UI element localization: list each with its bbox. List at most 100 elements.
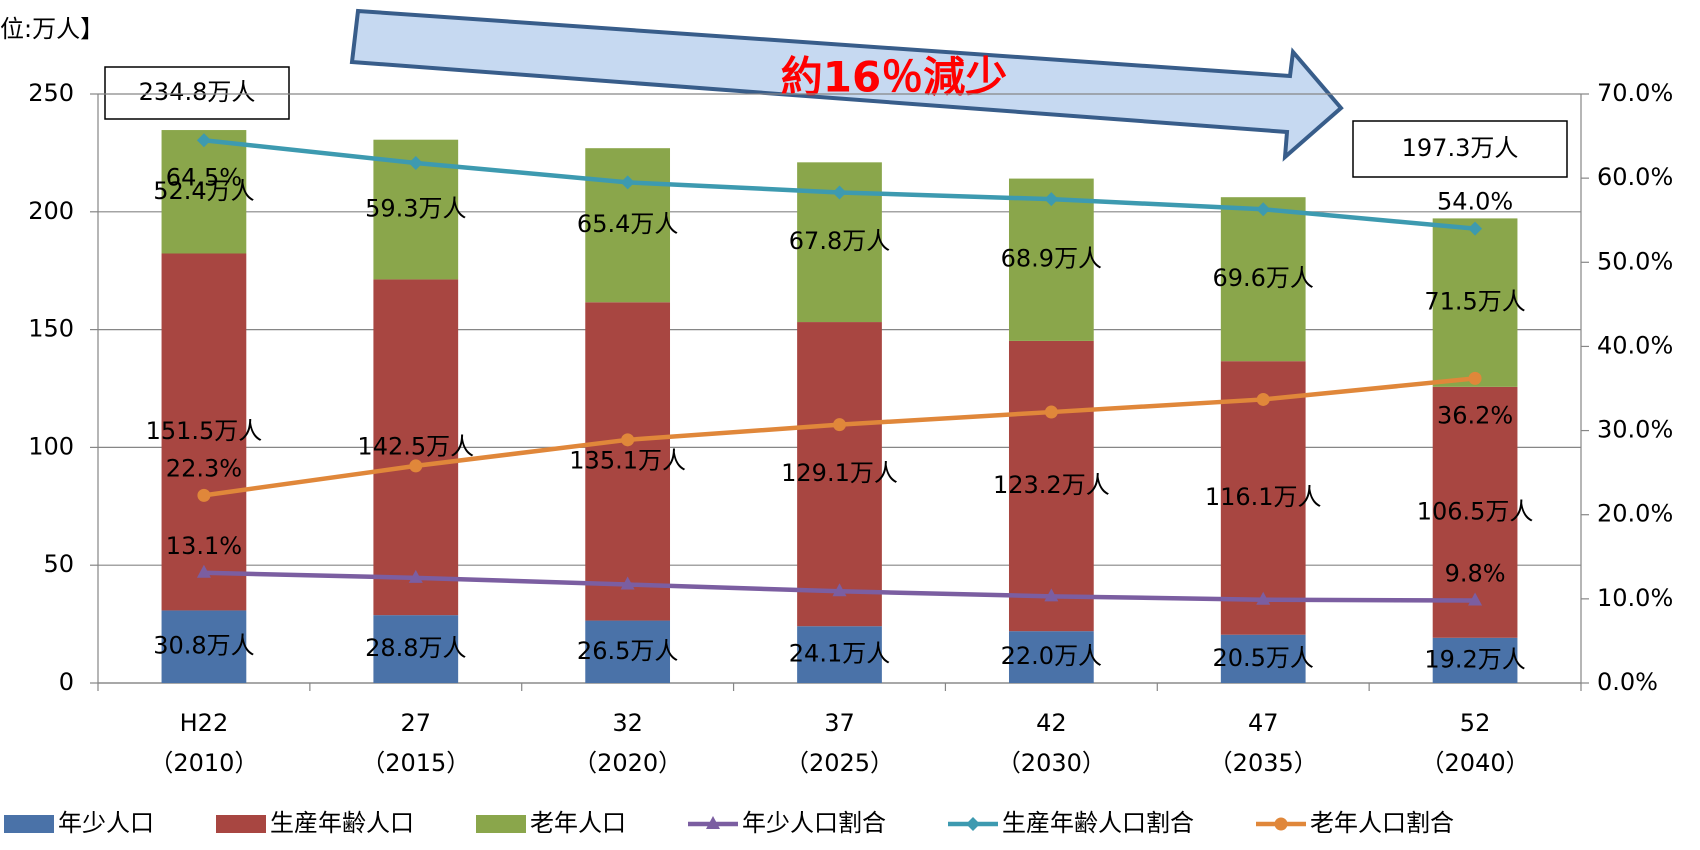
line-marker bbox=[620, 175, 635, 190]
bar-value-label: 19.2万人 bbox=[1424, 645, 1525, 673]
y-tick-label: 250 bbox=[28, 79, 74, 107]
line-marker bbox=[620, 576, 635, 590]
line-marker bbox=[1468, 371, 1482, 385]
line-marker bbox=[706, 816, 720, 829]
line-marker bbox=[833, 418, 846, 432]
bar-segment bbox=[585, 148, 671, 303]
line-marker bbox=[1468, 592, 1483, 606]
line-marker bbox=[1256, 591, 1271, 605]
line-marker bbox=[197, 488, 211, 502]
line-value-label: 22.3% bbox=[166, 454, 242, 482]
bar-segment bbox=[1432, 637, 1518, 683]
bar-value-label: 52.4万人 bbox=[153, 177, 254, 205]
unit-label: 位:万人】 bbox=[0, 15, 104, 43]
y2-tick-label: 30.0% bbox=[1597, 416, 1673, 444]
y-tick-label: 150 bbox=[28, 315, 74, 343]
x-tick-year: （2020） bbox=[573, 749, 682, 777]
bar-value-label: 67.8万人 bbox=[789, 227, 890, 255]
y2-tick-label: 0.0% bbox=[1597, 668, 1658, 696]
y2-tick-label: 10.0% bbox=[1597, 584, 1673, 612]
bar-segment bbox=[1432, 218, 1518, 387]
x-tick-label: 52 bbox=[1460, 709, 1491, 737]
line-marker bbox=[1256, 392, 1270, 406]
legend-swatch bbox=[476, 815, 526, 833]
line-marker bbox=[832, 583, 847, 597]
legend-swatch bbox=[216, 815, 266, 833]
bar-value-label: 123.2万人 bbox=[993, 471, 1110, 499]
x-tick-label: 32 bbox=[612, 709, 643, 737]
bar-value-label: 28.8万人 bbox=[365, 634, 466, 662]
x-tick-label: 47 bbox=[1248, 709, 1279, 737]
y2-tick-label: 60.0% bbox=[1597, 163, 1673, 191]
bar-segment bbox=[161, 253, 247, 611]
y-tick-label: 50 bbox=[43, 550, 74, 578]
bar-value-label: 71.5万人 bbox=[1424, 288, 1525, 316]
bar-segment bbox=[373, 615, 459, 683]
x-tick-label: 37 bbox=[824, 709, 855, 737]
bar-value-label: 26.5万人 bbox=[577, 637, 678, 665]
bar-value-label: 68.9万人 bbox=[1001, 245, 1102, 273]
legend-label: 年少人口割合 bbox=[742, 809, 886, 837]
bar-value-label: 135.1万人 bbox=[569, 446, 686, 474]
y2-tick-label: 20.0% bbox=[1597, 500, 1673, 528]
y2-tick-label: 70.0% bbox=[1597, 79, 1673, 107]
total-label: 197.3万人 bbox=[1402, 134, 1519, 162]
line-value-label: 54.0% bbox=[1437, 188, 1513, 216]
bar-segment bbox=[1220, 361, 1306, 635]
line-value-label: 13.1% bbox=[166, 532, 242, 560]
bar-segment bbox=[161, 130, 247, 254]
bar-value-label: 129.1万人 bbox=[781, 459, 898, 487]
line-marker bbox=[1468, 221, 1483, 236]
bar-segment bbox=[1008, 340, 1094, 632]
line-marker bbox=[408, 155, 423, 170]
bar-segment bbox=[1220, 634, 1306, 683]
x-tick-label: H22 bbox=[180, 709, 229, 737]
line-marker bbox=[1044, 405, 1058, 419]
line-marker bbox=[1274, 817, 1288, 831]
bar-value-label: 65.4万人 bbox=[577, 210, 678, 238]
line-marker bbox=[966, 817, 980, 831]
bar-value-label: 24.1万人 bbox=[789, 640, 890, 668]
line-marker bbox=[196, 133, 211, 148]
y2-tick-label: 40.0% bbox=[1597, 331, 1673, 359]
line-value-label: 64.5% bbox=[166, 163, 242, 191]
x-tick-label: 42 bbox=[1036, 709, 1067, 737]
legend-label: 生産年齢人口割合 bbox=[1002, 809, 1194, 837]
legend-label: 老年人口 bbox=[530, 809, 626, 837]
total-box bbox=[1352, 120, 1568, 178]
legend-label: 年少人口 bbox=[58, 809, 154, 837]
y-tick-label: 0 bbox=[59, 668, 74, 696]
x-tick-year: （2035） bbox=[1209, 749, 1318, 777]
line-marker bbox=[621, 433, 635, 447]
bar-segment bbox=[1220, 197, 1306, 362]
line-marker bbox=[1256, 202, 1271, 217]
bar-segment bbox=[161, 610, 247, 683]
bar-segment bbox=[373, 279, 459, 616]
arrow-label: 約16％減少 bbox=[781, 53, 1007, 102]
x-tick-year: （2010） bbox=[149, 749, 258, 777]
bar-segment bbox=[1008, 631, 1094, 683]
bar-value-label: 69.6万人 bbox=[1212, 264, 1313, 292]
bar-value-label: 59.3万人 bbox=[365, 195, 466, 223]
x-tick-label: 27 bbox=[401, 709, 432, 737]
legend-swatch bbox=[4, 815, 54, 833]
bar-value-label: 20.5万人 bbox=[1212, 644, 1313, 672]
line-value-label: 9.8% bbox=[1445, 560, 1506, 588]
line-marker bbox=[408, 569, 423, 583]
line-value-label: 36.2% bbox=[1437, 401, 1513, 429]
bar-value-label: 116.1万人 bbox=[1205, 483, 1322, 511]
line-marker bbox=[832, 185, 847, 200]
bar-value-label: 30.8万人 bbox=[153, 632, 254, 660]
bar-value-label: 142.5万人 bbox=[357, 432, 474, 460]
bar-value-label: 151.5万人 bbox=[146, 417, 263, 445]
line-marker bbox=[1044, 588, 1059, 602]
bar-segment bbox=[797, 626, 882, 683]
line-marker bbox=[409, 459, 423, 473]
line-marker bbox=[1044, 192, 1059, 207]
y-tick-label: 200 bbox=[28, 197, 74, 225]
total-label: 234.8万人 bbox=[139, 78, 256, 106]
x-tick-year: （2015） bbox=[361, 749, 470, 777]
x-tick-year: （2040） bbox=[1421, 749, 1530, 777]
